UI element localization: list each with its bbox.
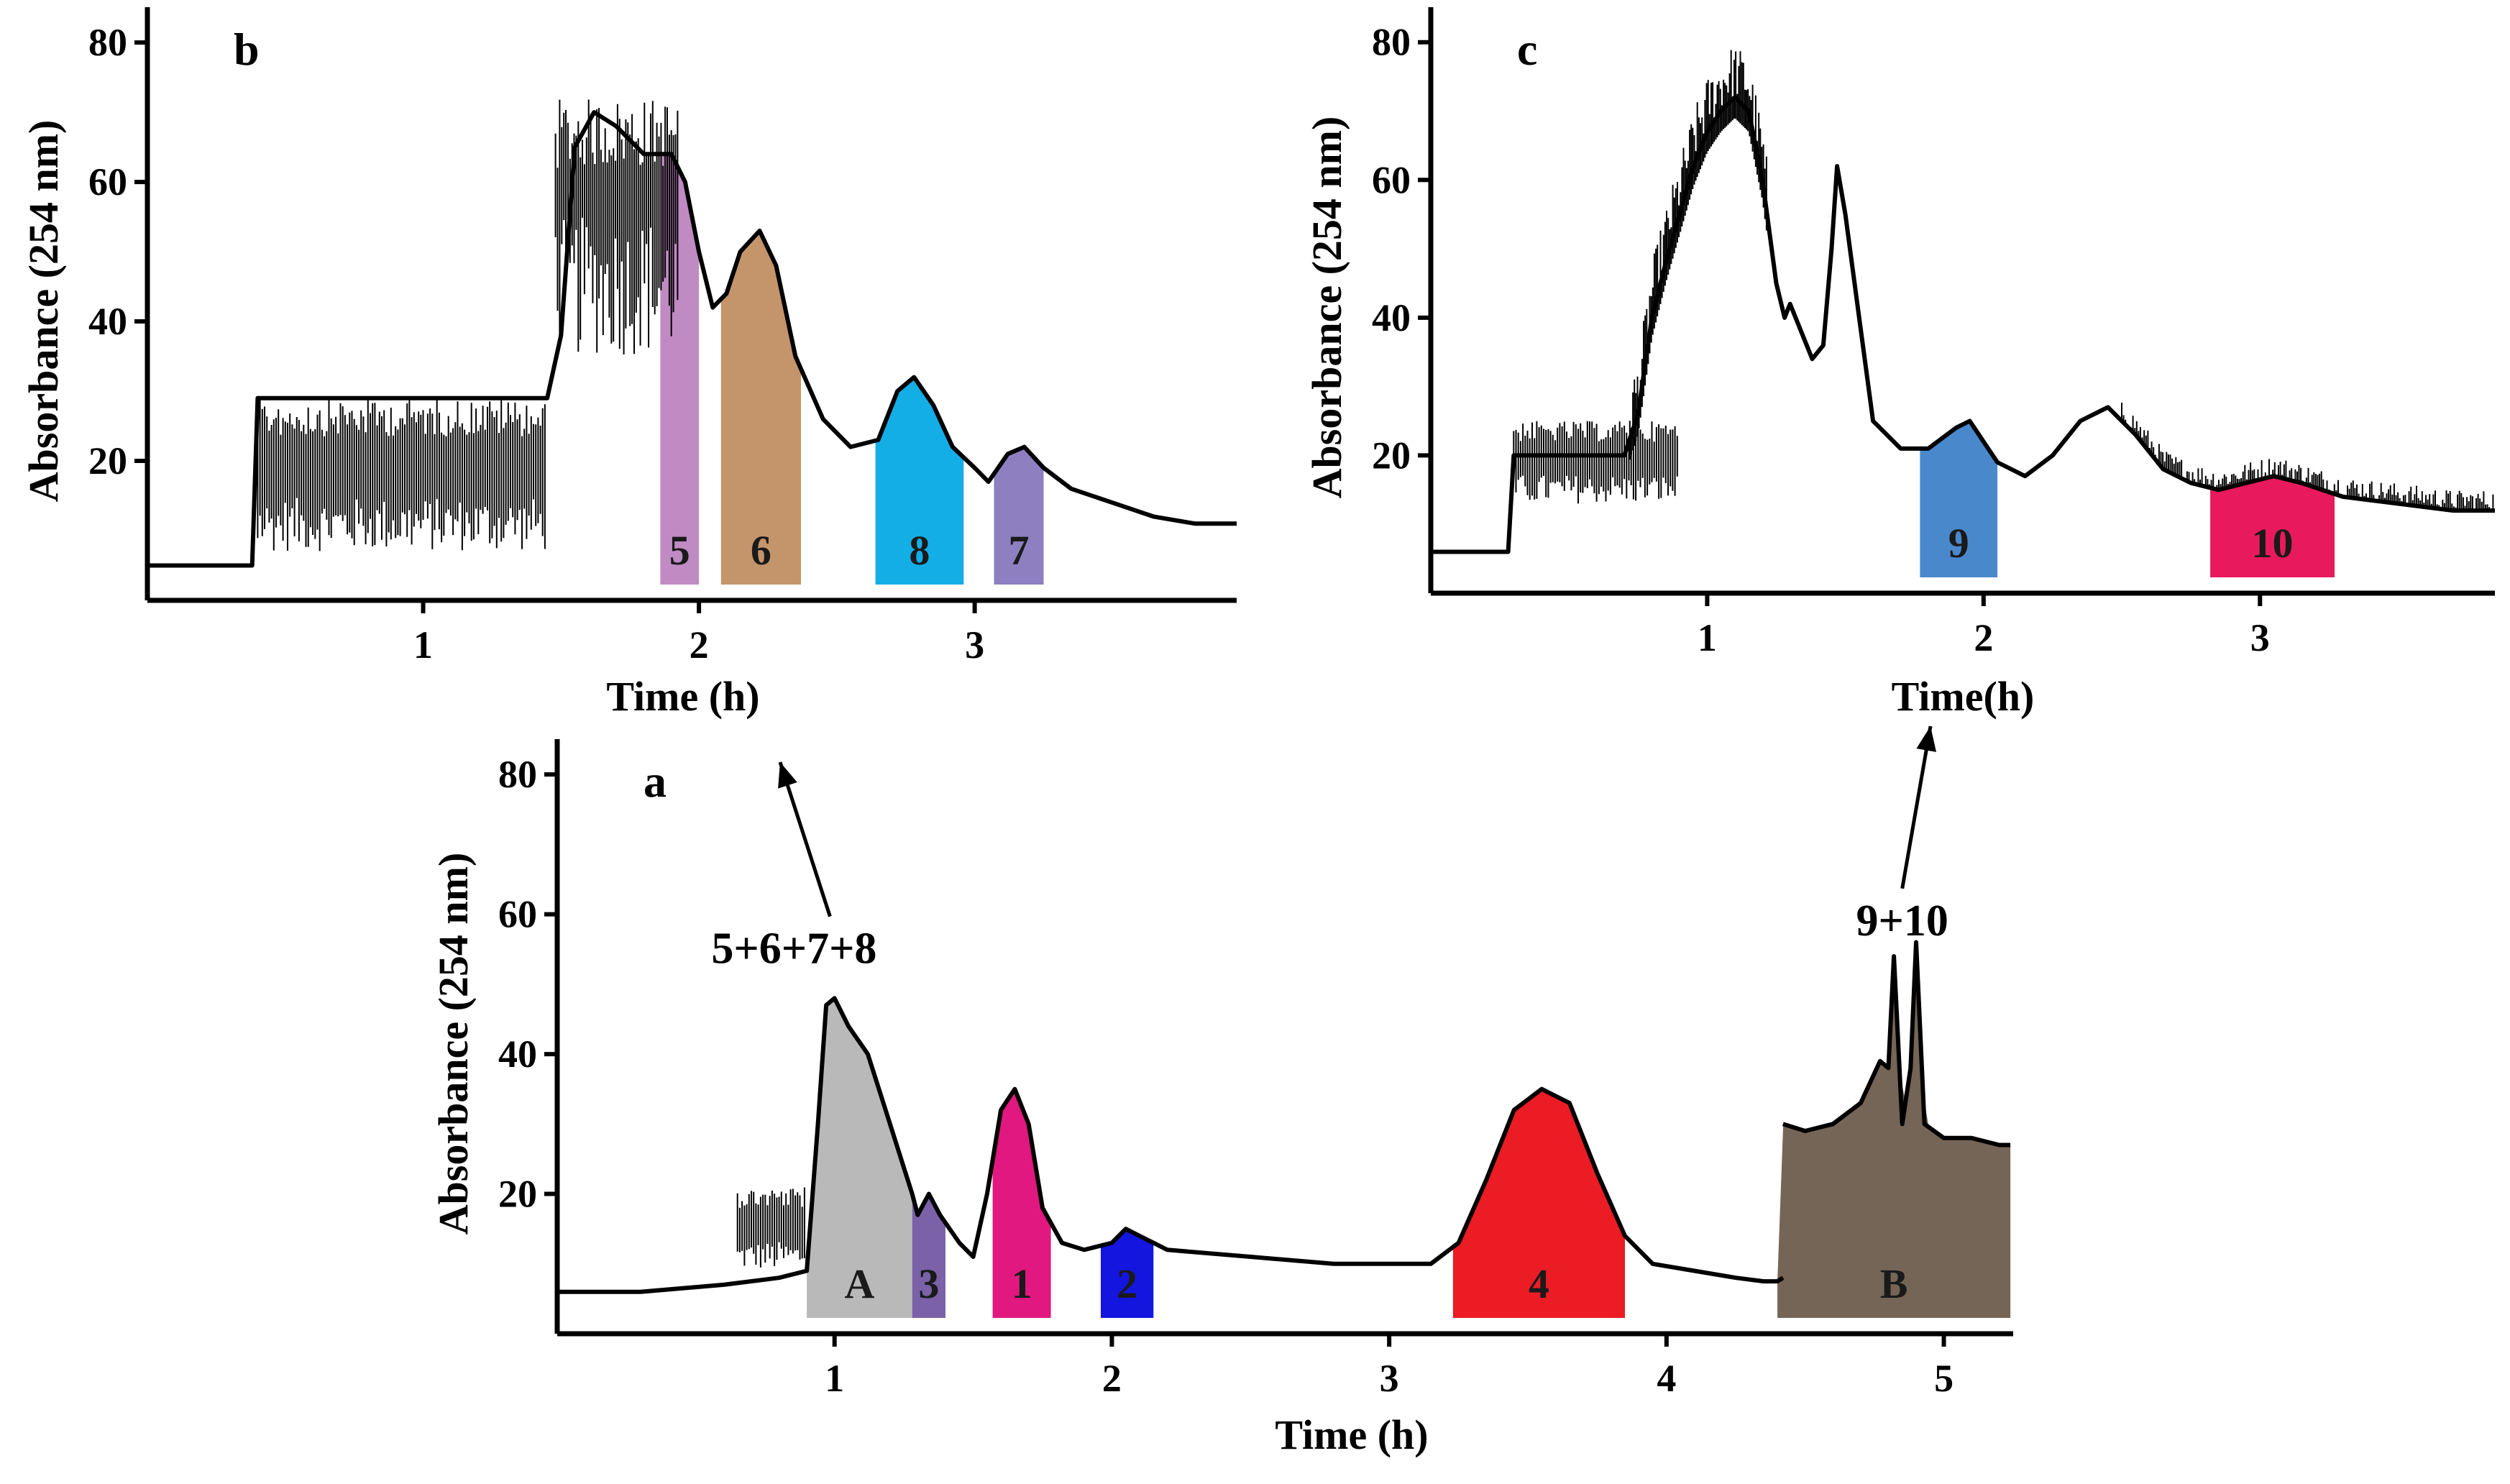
fraction-6-area <box>720 231 801 585</box>
x-tick-label: 2 <box>1974 616 1993 659</box>
x-tick-label: 3 <box>2250 616 2270 659</box>
fraction-2-area <box>1101 1229 1154 1318</box>
fraction-10-area <box>2210 476 2335 577</box>
y-axis-title: Absorbance (254 nm) <box>20 120 67 503</box>
y-tick-label: 40 <box>498 1032 537 1076</box>
panel-b: 5 6 8 7 20 40 60 80 1 2 3 Time (h) Absorbance (254 n… <box>20 7 1237 720</box>
noise-spikes-high <box>554 99 679 354</box>
noise-spikes <box>736 1187 805 1268</box>
panel-c: 9 10 20 40 60 80 1 2 3 Time(h) Absorbance (254 nm)… <box>1304 7 2495 720</box>
y-tick-label: 20 <box>498 1173 537 1216</box>
noise-spikes <box>257 398 546 551</box>
x-tick-label: 5 <box>1934 1357 1954 1400</box>
y-tick-label: 60 <box>88 160 127 203</box>
fraction-3-area <box>912 1194 945 1318</box>
y-tick-label: 80 <box>1372 21 1411 64</box>
y-tick-label: 80 <box>498 753 537 796</box>
y-tick-label: 80 <box>88 21 127 64</box>
panel-label: a <box>643 756 667 807</box>
y-axis-title: Absorbance (254 nm) <box>1304 116 1350 499</box>
fraction-1-area <box>992 1089 1051 1318</box>
fraction-10-label: 10 <box>2252 520 2294 567</box>
trace-b-0 <box>147 110 1237 568</box>
x-axis-title: Time(h) <box>1892 673 2035 720</box>
pointer-arrow <box>778 761 832 917</box>
y-axis-title: Absorbance (254 nm) <box>430 853 477 1235</box>
x-tick-label: 1 <box>825 1357 844 1400</box>
y-tick-label: 60 <box>498 893 537 936</box>
noise-band-c <box>1513 421 1678 504</box>
fraction-B-label: B <box>1880 1260 1908 1307</box>
fraction-6-label: 6 <box>751 527 771 574</box>
fraction-B-area <box>1777 956 2011 1318</box>
panel-label: c <box>1517 24 1537 75</box>
noise-band-a <box>736 1187 805 1268</box>
y-tick-label: 20 <box>1372 434 1411 477</box>
fraction-9-area <box>1920 421 1998 577</box>
fraction-2-label: 2 <box>1117 1260 1137 1307</box>
fraction-A-label: A <box>844 1260 874 1307</box>
fraction-8-area <box>875 377 964 585</box>
x-axis-title: Time (h) <box>1275 1411 1428 1458</box>
fraction-8-label: 8 <box>909 527 930 574</box>
y-tick-label: 20 <box>88 439 127 482</box>
noise-spikes <box>1513 421 1678 504</box>
fraction-7-area <box>994 446 1044 585</box>
trace-a-1 <box>1782 940 2011 1148</box>
y-tick-label: 40 <box>1372 296 1411 339</box>
fraction-9-label: 9 <box>1948 520 1969 567</box>
y-tick-label: 60 <box>1372 158 1411 201</box>
x-tick-label: 1 <box>1698 616 1717 659</box>
fraction-7-label: 7 <box>1009 527 1030 574</box>
x-axis-title: Time (h) <box>606 673 759 720</box>
fraction-5-label: 5 <box>669 527 690 574</box>
x-tick-label: 2 <box>1102 1357 1122 1400</box>
fraction-A-area <box>807 999 912 1318</box>
pointer-arrow <box>1900 725 1933 889</box>
trace-c-0 <box>1431 95 2495 554</box>
arrowhead <box>1916 726 1936 752</box>
x-tick-label: 2 <box>690 623 709 667</box>
fraction-4-label: 4 <box>1529 1260 1549 1307</box>
fraction-4-area <box>1452 1089 1625 1318</box>
arrowhead <box>778 762 797 789</box>
x-tick-label: 3 <box>965 623 984 667</box>
fraction-1-label: 1 <box>1012 1260 1032 1307</box>
x-tick-label: 4 <box>1657 1357 1676 1400</box>
annotation-label: 9+10 <box>1856 897 1948 945</box>
fraction-3-label: 3 <box>918 1260 939 1307</box>
noise-band-b <box>257 398 546 551</box>
trace-a-0 <box>557 996 1785 1294</box>
x-tick-label: 3 <box>1380 1357 1399 1400</box>
x-tick-label: 1 <box>413 623 433 667</box>
y-tick-label: 40 <box>88 300 127 343</box>
annotation-label: 5+6+7+8 <box>711 925 876 974</box>
panel-label: b <box>234 24 260 75</box>
